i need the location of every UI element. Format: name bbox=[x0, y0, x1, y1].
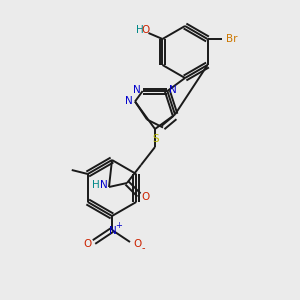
Text: N: N bbox=[125, 95, 133, 106]
Text: H: H bbox=[136, 25, 143, 35]
Text: N: N bbox=[169, 85, 177, 95]
Text: H: H bbox=[92, 180, 100, 190]
Text: N: N bbox=[133, 85, 140, 95]
Text: N: N bbox=[100, 180, 108, 190]
Text: O: O bbox=[141, 25, 150, 35]
Text: O: O bbox=[133, 239, 141, 249]
Text: O: O bbox=[141, 192, 149, 202]
Text: -: - bbox=[141, 243, 145, 253]
Text: Br: Br bbox=[226, 34, 237, 44]
Text: S: S bbox=[153, 134, 159, 144]
Text: +: + bbox=[116, 220, 122, 230]
Text: N: N bbox=[109, 226, 117, 236]
Text: O: O bbox=[83, 239, 91, 249]
